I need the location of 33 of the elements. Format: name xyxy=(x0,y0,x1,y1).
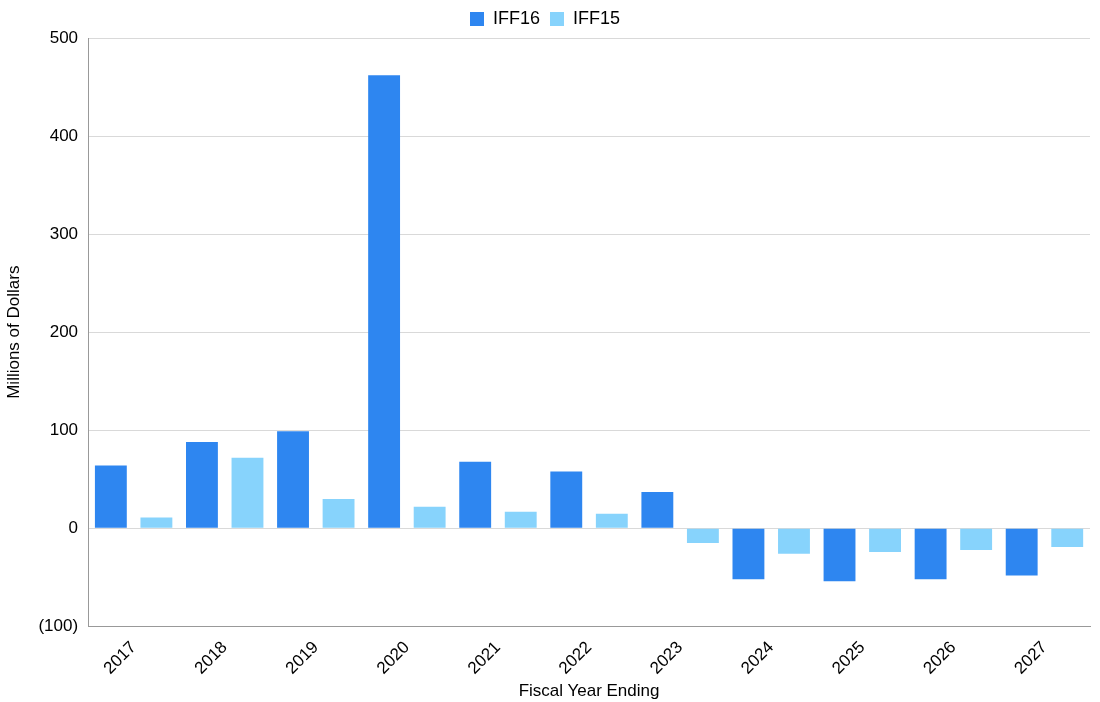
y-tick-label: 100 xyxy=(49,419,79,439)
bar xyxy=(550,471,583,528)
y-tick-label: 400 xyxy=(49,125,79,145)
bar xyxy=(960,528,993,550)
bar xyxy=(595,513,628,528)
y-tick-label: 300 xyxy=(49,223,79,243)
y-tick-label: 200 xyxy=(49,321,79,341)
bar xyxy=(277,431,309,528)
bar xyxy=(459,461,492,528)
bar xyxy=(186,442,218,528)
bar xyxy=(732,528,765,580)
bar xyxy=(368,75,401,528)
legend-label: IFF16 xyxy=(492,7,540,28)
bar xyxy=(914,528,947,580)
bar xyxy=(641,492,674,528)
bar xyxy=(686,528,719,544)
bar xyxy=(231,457,264,528)
bar xyxy=(504,511,537,528)
bar xyxy=(1005,528,1038,576)
bar xyxy=(823,528,856,582)
bar xyxy=(1051,528,1084,547)
y-tick-label: 500 xyxy=(49,27,79,47)
y-tick-label: 0 xyxy=(68,518,79,538)
y-axis-title: Millions of Dollars xyxy=(3,265,23,399)
bar xyxy=(140,517,173,528)
y-tick-label: (100) xyxy=(38,616,79,636)
bar xyxy=(869,528,901,552)
bar xyxy=(94,465,127,528)
bar xyxy=(778,528,810,554)
x-axis-title: Fiscal Year Ending xyxy=(518,681,660,701)
bar xyxy=(413,506,446,528)
legend-label: IFF15 xyxy=(573,7,621,28)
bar xyxy=(322,498,355,528)
